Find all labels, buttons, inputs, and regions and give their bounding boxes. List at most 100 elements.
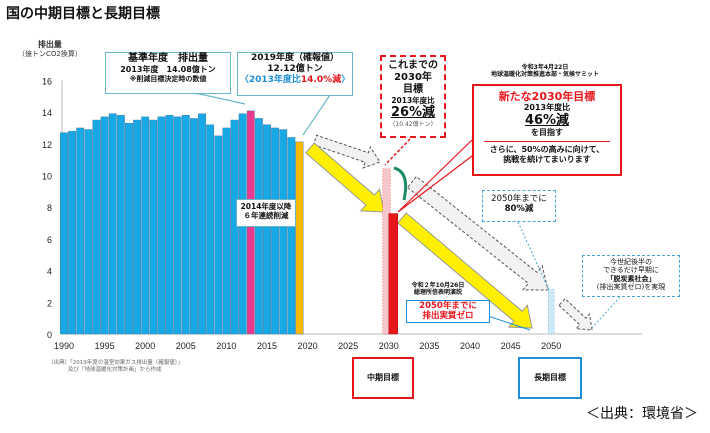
page-title: 国の中期目標と長期目標 (6, 6, 160, 22)
callout-line: 〉 (341, 74, 351, 85)
callout-line: ※削減目標決定時の数値 (129, 74, 207, 83)
note-line: （出典）「2019年度の温室効果ガス排出量（確報値）」 (48, 360, 183, 366)
x-tick-label: 2000 (135, 341, 155, 351)
callout-line: 今世紀後半の (610, 258, 652, 266)
x-tick-label: 1990 (54, 341, 74, 351)
callout-line: これまでの (388, 60, 438, 71)
bar-2030 (388, 213, 398, 335)
callout-line: 46%減 (524, 112, 570, 128)
callout-line: 2030年 (394, 72, 432, 83)
y-axis-title: 排出量 (37, 40, 62, 49)
callout-pointer (302, 93, 332, 136)
dashed-trend-arrow (312, 134, 381, 169)
2050-80pct-callout: 2050年までに 80%減 (482, 190, 556, 222)
bar-2018 (287, 137, 296, 335)
y-tick-label: 14 (42, 108, 52, 118)
callout-line: できるだけ早期に (603, 266, 659, 275)
bar-1996 (108, 113, 117, 335)
callout-line: 2013年度 14.08億トン (120, 65, 216, 74)
old-2030-target-callout: これまでの 2030年 目標 2013年度比 26%減 （10.42億トン） (380, 55, 446, 138)
new-2030-target-callout: 新たな2030年目標 2013年度比 46%減 を目指す さらに、50%の高みに… (472, 84, 622, 176)
y-tick-label: 0 (47, 330, 52, 340)
x-tick-label: 2005 (176, 341, 196, 351)
y-tick-label: 2 (47, 298, 52, 308)
x-tick-label: 2015 (257, 341, 277, 351)
fy2019-callout: 2019年度（確報値） 12.12億トン 〈2013年度比14.0%減〉 (237, 52, 353, 96)
mid-term-target-label: 中期目標 (352, 357, 414, 399)
bar-2017 (279, 129, 288, 335)
bar-1994 (92, 119, 101, 335)
bar-2004 (173, 116, 182, 335)
x-tick-label: 2030 (379, 341, 399, 351)
x-tick-label: 2035 (419, 341, 439, 351)
callout-line: 2014年度以降 (240, 202, 292, 211)
callout-line: 26%減 (390, 105, 436, 120)
bar-2011 (230, 119, 239, 335)
y-tick-label: 12 (42, 140, 52, 150)
callout-line: 2050年までに (419, 301, 477, 311)
base-year-callout: 基準年度 排出量 2013年度 14.08億トン ※削減目標決定時の数値 (105, 52, 231, 94)
reduction-pct: 14.0%減 (300, 74, 342, 85)
callout-pointer (397, 139, 481, 213)
source-note: （出典）「2019年度の温室効果ガス排出量（確報値）」 及び「地球温暖化対策計画… (48, 360, 208, 373)
bar-2002 (157, 116, 166, 335)
callout-line: （10.42億トン） (389, 120, 437, 128)
bar-1997 (116, 115, 125, 335)
y-tick-label: 16 (42, 76, 52, 86)
callout-line: 2019年度（確報値） (250, 53, 340, 63)
y-axis-label: 排出量 （億トンCO2換算） (18, 40, 82, 58)
bar-1999 (133, 119, 141, 335)
net-zero-callout: 2050年までに 排出実質ゼロ (406, 300, 490, 323)
bar-2019 (295, 141, 304, 335)
callout-line: 2013年度比 (523, 103, 571, 113)
callout-heading: 新たな2030年目標 (498, 90, 596, 103)
x-tick-label: 2010 (216, 341, 236, 351)
y-tick-label: 6 (47, 235, 52, 245)
note-line: 令和２年10月26日 (411, 282, 465, 289)
credit: ＜出典：環境省＞ (586, 406, 698, 422)
streak-callout: 2014年度以降 ６年連続削減 (236, 199, 296, 227)
note-line: 総理所信表明演説 (413, 289, 462, 297)
x-tick-label: 2045 (501, 341, 521, 351)
bar-2003 (165, 115, 174, 335)
bar-2006 (190, 118, 198, 335)
callout-line: さらに、50%の高みに向けて、 (489, 144, 605, 154)
bar-2016 (271, 127, 280, 335)
bar-2005 (181, 115, 190, 335)
bar-1992 (76, 127, 85, 335)
note-line: 令和3年4月22日 (521, 64, 569, 71)
dashed-trend-arrow (558, 298, 593, 331)
bar-2000 (141, 116, 150, 335)
callout-line: 80%減 (504, 204, 534, 215)
x-tick-label: 1995 (95, 341, 115, 351)
callout-line: を目指す (531, 128, 563, 138)
note-line: 及び「地球温暖化対策計画」から作成 (68, 366, 162, 373)
callout-line: 「脱炭素社会」 (606, 274, 656, 283)
bar-2007 (198, 113, 206, 335)
y-tick-label: 10 (42, 172, 52, 182)
bar-1998 (125, 122, 133, 335)
x-tick-label: 2025 (338, 341, 358, 351)
bar-2015 (263, 124, 271, 335)
bar-2030 (382, 168, 391, 335)
callout-line: 挑戦を続けてまいります (503, 154, 591, 164)
note-line: 地球温暖化対策推進本部・気候サミット (490, 71, 599, 79)
callout-pointer (589, 296, 621, 331)
bar-1990 (60, 132, 68, 335)
bar-1991 (68, 130, 77, 335)
callout-pointer (517, 221, 550, 291)
green-curved-arrow (393, 166, 408, 201)
bar-1995 (100, 116, 109, 335)
x-tick-label: 2050 (541, 341, 561, 351)
callout-pointer (487, 315, 531, 331)
callout-line: 2050年までに (491, 194, 547, 204)
callout-line: 排出実質ゼロ (422, 311, 474, 322)
summit-note: 令和3年4月22日 地球温暖化対策推進本部・気候サミット (470, 64, 620, 78)
dashed-trend-arrow (406, 175, 549, 291)
callout-line: 〈2013年度比 (239, 74, 301, 85)
callout-line: ６年連続削減 (243, 211, 289, 220)
callout-line: (排出実質ゼロ)を実現 (596, 283, 666, 292)
x-tick-label: 2040 (460, 341, 480, 351)
y-tick-label: 8 (47, 203, 52, 213)
